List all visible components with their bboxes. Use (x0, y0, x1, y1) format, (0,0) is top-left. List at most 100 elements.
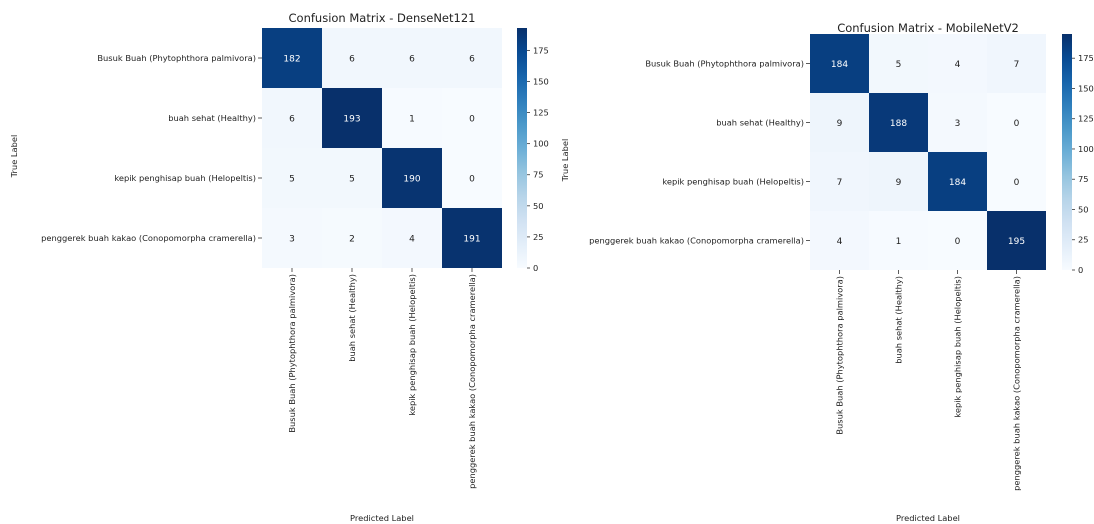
y-tick-label: buah sehat (Healthy) (716, 118, 804, 128)
heatmap-cell (869, 34, 928, 93)
heatmap-cell (262, 148, 322, 208)
heatmap-cell (928, 93, 987, 152)
cell-value: 9 (837, 119, 843, 129)
cell-value: 2 (349, 235, 355, 245)
cell-value: 5 (289, 175, 295, 185)
cell-value: 6 (409, 55, 415, 65)
cell-value: 5 (349, 175, 355, 185)
heatmap-cell (442, 88, 502, 148)
cell-value: 1 (896, 237, 902, 247)
y-tick-label: penggerek buah kakao (Conopomorpha crame… (589, 236, 804, 246)
x-tick-label: buah sehat (Healthy) (894, 276, 904, 364)
cell-value: 190 (403, 175, 420, 185)
heatmap-cell (869, 211, 928, 270)
cell-value: 0 (1014, 178, 1020, 188)
cell-value: 0 (469, 175, 475, 185)
cell-value: 6 (469, 55, 475, 65)
y-tick-label: Busuk Buah (Phytophthora palmivora) (645, 59, 804, 69)
x-tick-label: buah sehat (Healthy) (347, 274, 357, 362)
colorbar-tick-label: 50 (1078, 204, 1089, 214)
y-tick-label: kepik penghisap buah (Helopeltis) (114, 173, 256, 183)
heatmap-cell (987, 152, 1046, 211)
y-tick-label: penggerek buah kakao (Conopomorpha crame… (41, 233, 256, 243)
cell-value: 4 (409, 235, 415, 245)
cell-value: 0 (469, 115, 475, 125)
x-tick-label: penggerek buah kakao (Conopomorpha crame… (1012, 276, 1022, 491)
colorbar-tick-label: 50 (533, 201, 544, 211)
heatmap-cell (810, 34, 869, 93)
heatmap-cell (382, 28, 442, 88)
heatmap-cell (987, 34, 1046, 93)
heatmap-cell (810, 152, 869, 211)
chart-title: Confusion Matrix - MobileNetV2 (837, 21, 1019, 35)
heatmap-cell (262, 28, 322, 88)
y-axis-label: True Label (560, 139, 570, 183)
heatmap-cell (928, 34, 987, 93)
heatmap-cell (987, 93, 1046, 152)
y-axis-label: True Label (9, 135, 19, 179)
cell-value: 4 (955, 60, 961, 70)
heatmap-cell (928, 211, 987, 270)
cell-value: 3 (955, 119, 961, 129)
x-tick-label: kepik penghisap buah (Helopeltis) (953, 276, 963, 418)
heatmap-cell (869, 152, 928, 211)
heatmap-cell (322, 28, 382, 88)
colorbar-tick-label: 125 (1078, 114, 1094, 124)
chart-title: Confusion Matrix - DenseNet121 (289, 11, 476, 25)
colorbar-tick-label: 100 (533, 139, 549, 149)
colorbar-tick-label: 75 (1078, 174, 1089, 184)
cell-value: 9 (896, 178, 902, 188)
heatmap-cell (382, 88, 442, 148)
cell-value: 6 (349, 55, 355, 65)
cell-value: 182 (283, 55, 300, 65)
colorbar-tick-label: 125 (533, 108, 549, 118)
colorbar (517, 28, 527, 268)
heatmap-panel-1: Confusion Matrix - DenseNet121 182 6 6 6 6 193… (9, 11, 549, 523)
cell-value: 191 (463, 235, 480, 245)
cell-value: 7 (837, 178, 843, 188)
colorbar (1062, 34, 1072, 270)
heatmap-cell (322, 208, 382, 268)
y-tick-label: kepik penghisap buah (Helopeltis) (662, 177, 804, 187)
cell-value: 6 (289, 115, 295, 125)
x-tick-label: Busuk Buah (Phytophthora palmivora) (287, 274, 297, 433)
x-tick-label: penggerek buah kakao (Conopomorpha crame… (467, 274, 477, 489)
colorbar-tick-label: 25 (1078, 235, 1089, 245)
heatmap-cell (262, 208, 322, 268)
heatmap-cell (382, 148, 442, 208)
cell-value: 1 (409, 115, 415, 125)
cell-value: 3 (289, 235, 295, 245)
colorbar-tick-label: 175 (533, 45, 549, 55)
heatmap-cell (322, 148, 382, 208)
heatmap-cell (810, 93, 869, 152)
heatmap-cell (382, 208, 442, 268)
x-axis-label: Predicted Label (896, 513, 960, 523)
colorbar-tick-label: 75 (533, 170, 544, 180)
x-tick-label: kepik penghisap buah (Helopeltis) (407, 274, 417, 416)
colorbar-tick-label: 100 (1078, 144, 1094, 154)
heatmap-cell (869, 93, 928, 152)
y-tick-label: buah sehat (Healthy) (168, 113, 256, 123)
heatmap-cell (442, 28, 502, 88)
x-tick-label: Busuk Buah (Phytophthora palmivora) (835, 276, 845, 435)
cell-value: 0 (955, 237, 961, 247)
cell-value: 195 (1008, 237, 1025, 247)
colorbar-tick-label: 150 (533, 76, 549, 86)
colorbar-tick-label: 0 (1078, 265, 1083, 275)
heatmap-cell (928, 152, 987, 211)
y-tick-label: Busuk Buah (Phytophthora palmivora) (97, 53, 256, 63)
heatmap-cell (442, 208, 502, 268)
heatmap-cell (442, 148, 502, 208)
cell-value: 7 (1014, 60, 1020, 70)
colorbar-tick-label: 0 (533, 263, 538, 273)
cell-value: 188 (890, 119, 907, 129)
cell-value: 0 (1014, 119, 1020, 129)
heatmap-cell (987, 211, 1046, 270)
cell-value: 184 (949, 178, 966, 188)
colorbar-tick-label: 150 (1078, 83, 1094, 93)
cell-value: 4 (837, 237, 843, 247)
cell-value: 193 (343, 115, 360, 125)
colorbar-tick-label: 175 (1078, 53, 1094, 63)
cell-value: 5 (896, 60, 902, 70)
